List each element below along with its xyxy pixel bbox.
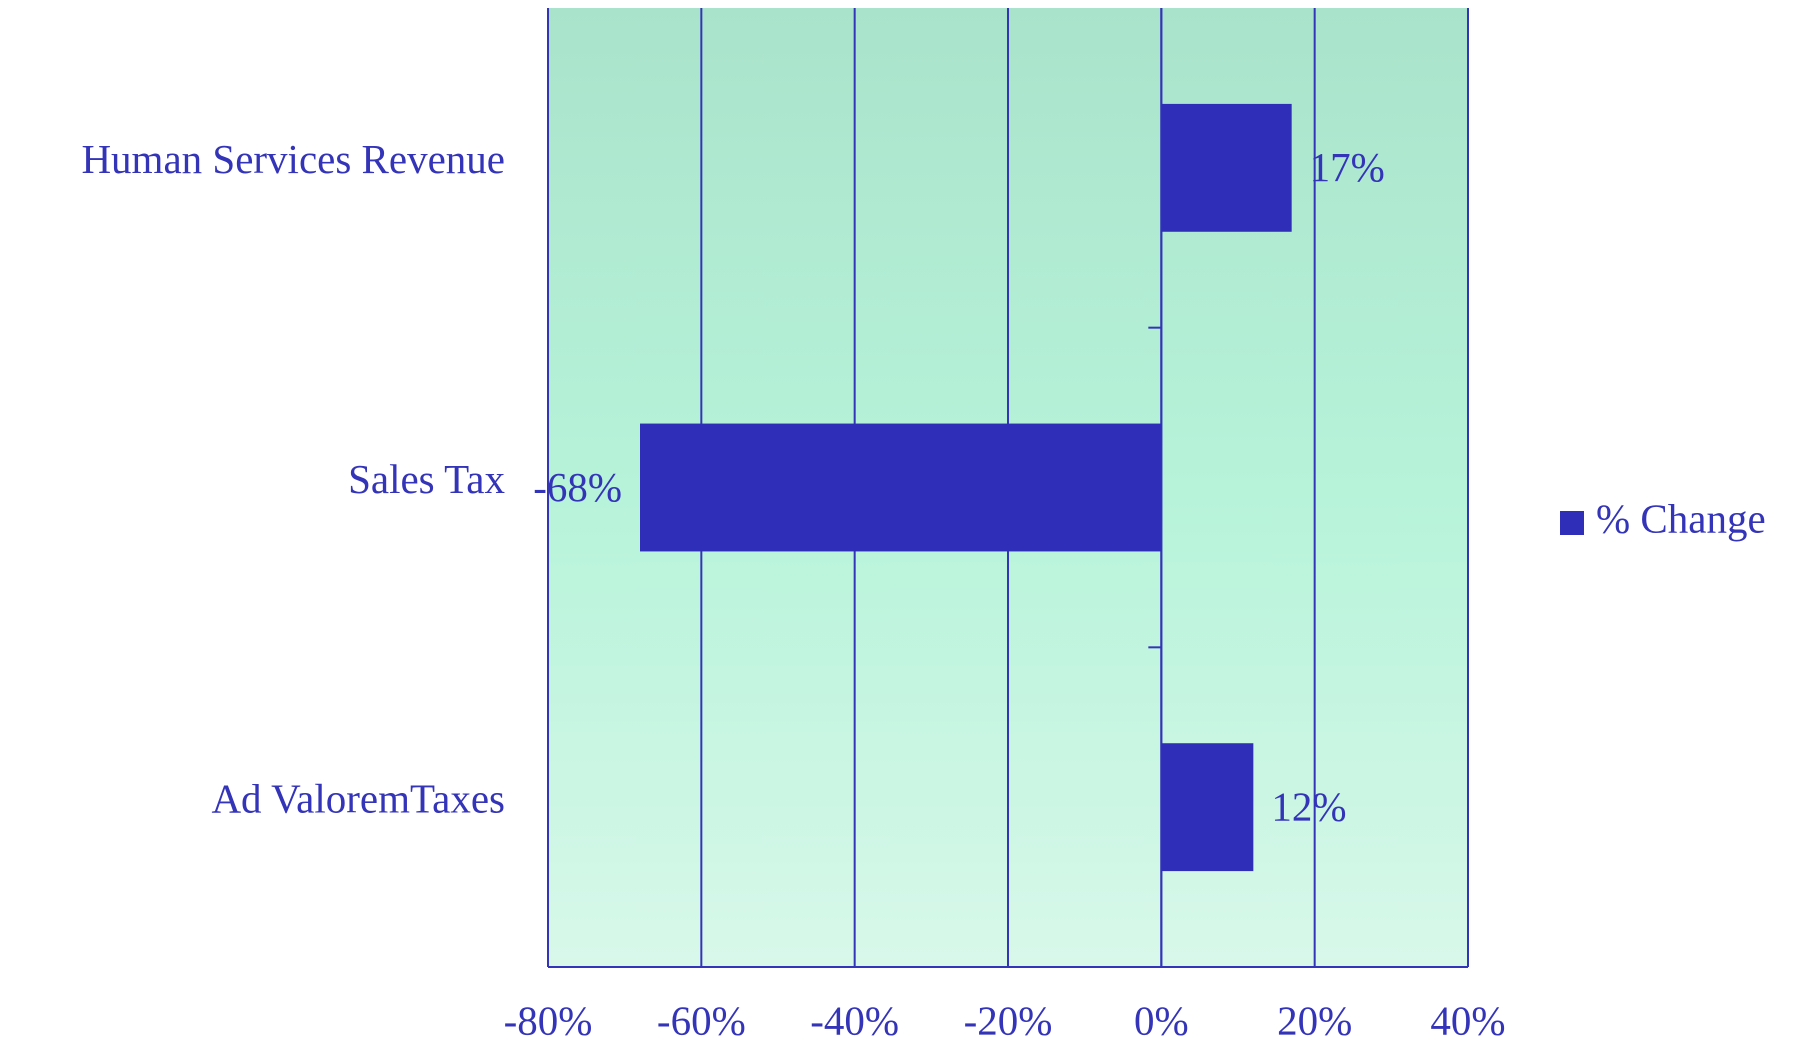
x-tick-label: -80% <box>504 997 593 1043</box>
legend-label: % Change <box>1596 495 1766 541</box>
legend-swatch <box>1560 511 1584 535</box>
x-tick-label: 20% <box>1277 997 1352 1043</box>
data-label: -68% <box>533 464 622 510</box>
y-tick-label: Sales Tax <box>348 456 505 502</box>
bar <box>1161 103 1292 232</box>
y-tick-label: Human Services Revenue <box>81 136 505 182</box>
bar <box>1161 743 1254 872</box>
x-tick-label: -60% <box>657 997 746 1043</box>
x-tick-label: 40% <box>1430 997 1505 1043</box>
data-label: 12% <box>1271 784 1346 830</box>
x-tick-label: 0% <box>1134 997 1189 1043</box>
x-tick-label: -20% <box>964 997 1053 1043</box>
y-tick-label: Ad ValoremTaxes <box>211 776 505 822</box>
legend: % Change <box>1560 495 1766 541</box>
bar <box>640 423 1162 552</box>
x-tick-label: -40% <box>810 997 899 1043</box>
data-label: 17% <box>1310 144 1385 190</box>
